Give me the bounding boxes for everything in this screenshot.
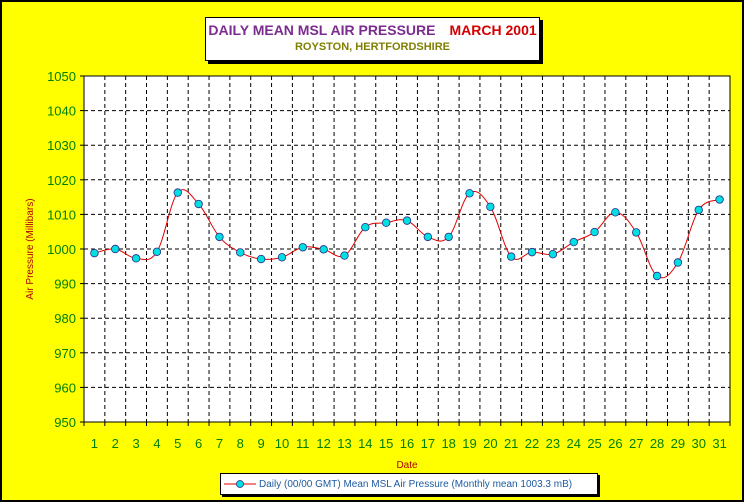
y-tick-label: 950	[54, 415, 76, 430]
x-tick-label: 9	[258, 436, 265, 451]
legend-swatch	[224, 480, 256, 488]
x-tick-label: 8	[237, 436, 244, 451]
data-point	[506, 252, 516, 261]
x-tick-label: 7	[216, 436, 223, 451]
y-tick-label: 970	[54, 346, 76, 361]
y-tick-label: 1000	[47, 242, 76, 257]
x-tick-label: 26	[608, 436, 622, 451]
x-tick-label: 17	[421, 436, 435, 451]
y-tick-label: 980	[54, 311, 76, 326]
chart-subtitle: ROYSTON, HERTFORDSHIRE	[294, 41, 451, 53]
y-tick-label: 990	[54, 277, 76, 292]
data-point	[215, 232, 224, 242]
data-point	[527, 247, 537, 257]
y-tick-label: 1010	[47, 207, 76, 222]
x-tick-label: 29	[671, 436, 685, 451]
data-point	[173, 188, 182, 197]
data-point	[277, 253, 287, 262]
x-tick-label: 23	[546, 436, 560, 451]
data-point	[486, 202, 495, 211]
x-tick-label: 15	[379, 436, 393, 451]
data-point	[381, 218, 391, 227]
x-axis: 1 2 3 4 5 6 7 8 9 10 11 12 13 14 15 16 17 18 19 20 21 22 23 24 2…	[83, 422, 731, 451]
x-tick-label: 10	[275, 436, 289, 451]
y-axis: 950 960 970 980 990 1000 1010 1020 1030 1040 1050	[47, 69, 84, 430]
x-tick-label: 11	[296, 436, 310, 451]
x-tick-label: 2	[112, 436, 119, 451]
data-point	[298, 243, 308, 252]
x-tick-label: 25	[587, 436, 601, 451]
legend-label: Daily (00/00 GMT) Mean MSL Air Pressure …	[259, 478, 573, 490]
data-point	[90, 248, 99, 258]
y-axis-label: Air Pressure (Millibars)	[25, 198, 36, 299]
data-point	[423, 232, 433, 242]
y-tick-label: 1050	[47, 69, 76, 84]
data-point	[402, 216, 412, 225]
x-tick-label: 14	[358, 436, 372, 451]
legend: Daily (00/00 GMT) Mean MSL Air Pressure …	[220, 473, 598, 495]
data-point	[256, 254, 266, 264]
data-point	[361, 223, 370, 232]
x-tick-label: 3	[132, 436, 139, 451]
y-tick-label: 1030	[47, 138, 76, 153]
data-point	[715, 195, 724, 204]
x-axis-label: Date	[396, 460, 418, 471]
x-tick-label: 27	[629, 436, 643, 451]
y-tick-label: 1040	[47, 104, 76, 119]
x-tick-label: 18	[441, 436, 455, 451]
data-point	[632, 228, 641, 237]
data-point	[236, 248, 245, 257]
data-point	[340, 251, 349, 260]
chart-title: DAILY MEAN MSL AIR PRESSURE MARCH 2001	[206, 22, 539, 38]
data-point	[111, 244, 120, 254]
x-tick-label: 20	[483, 436, 497, 451]
data-point	[694, 205, 703, 215]
x-tick-label: 28	[650, 436, 664, 451]
x-tick-label: 4	[153, 436, 160, 451]
data-point	[548, 249, 558, 259]
x-tick-label: 16	[400, 436, 414, 451]
pressure-line-chart: 950960970980990100010101020103010401050 …	[25, 69, 731, 471]
data-point	[673, 258, 683, 267]
x-tick-label: 31	[712, 436, 726, 451]
data-point	[652, 271, 662, 281]
data-points	[90, 188, 724, 281]
y-tick-label: 1020	[47, 173, 76, 188]
x-tick-label: 5	[174, 436, 181, 451]
x-tick-label: 13	[337, 436, 351, 451]
x-tick-label: 22	[525, 436, 539, 451]
data-point	[590, 227, 599, 237]
chart-title-month: MARCH 2001	[449, 22, 537, 38]
x-tick-label: 24	[566, 436, 580, 451]
data-point	[152, 247, 162, 256]
grid-lines	[84, 76, 730, 422]
x-tick-label: 30	[692, 436, 706, 451]
x-tick-label: 19	[462, 436, 476, 451]
data-point	[611, 208, 620, 217]
x-tick-label: 1	[91, 436, 98, 451]
data-point	[131, 254, 141, 263]
x-tick-label: 6	[195, 436, 202, 451]
data-point	[444, 232, 453, 242]
chart-title-box: DAILY MEAN MSL AIR PRESSURE MARCH 2001 RO…	[205, 17, 540, 61]
chart-title-main: DAILY MEAN MSL AIR PRESSURE	[208, 22, 436, 38]
y-tick-label: 960	[54, 380, 76, 395]
data-point	[194, 199, 203, 209]
data-point	[319, 245, 328, 254]
data-point	[569, 237, 578, 247]
data-point	[465, 189, 474, 198]
x-tick-label: 12	[316, 436, 330, 451]
x-tick-label: 21	[504, 436, 518, 451]
